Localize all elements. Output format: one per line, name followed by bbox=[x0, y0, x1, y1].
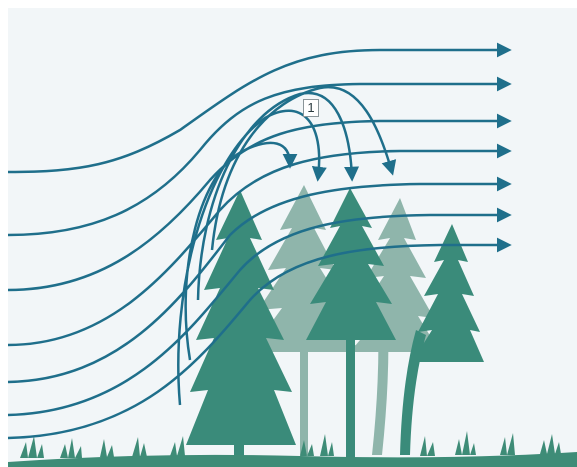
recirculation-arrow-3 bbox=[196, 91, 360, 301]
tree-dark-1 bbox=[186, 190, 296, 458]
flow-line-6 bbox=[7, 207, 512, 417]
tree-dark-3 bbox=[400, 224, 484, 455]
recirculation-arrow-4 bbox=[210, 85, 397, 251]
flow-lines bbox=[7, 42, 512, 440]
flow-line-2 bbox=[7, 76, 512, 237]
flow-line-3 bbox=[7, 113, 512, 292]
callout-label: 1 bbox=[303, 99, 319, 117]
recirculation-arrows bbox=[177, 85, 397, 406]
tree-dark-2 bbox=[306, 188, 396, 458]
flow-line-7 bbox=[7, 237, 512, 440]
flow-line-5 bbox=[7, 176, 512, 384]
flow-line-1 bbox=[7, 42, 512, 174]
ground-grass bbox=[8, 431, 577, 467]
tree-light-1 bbox=[250, 185, 360, 455]
flow-line-4 bbox=[7, 143, 512, 347]
